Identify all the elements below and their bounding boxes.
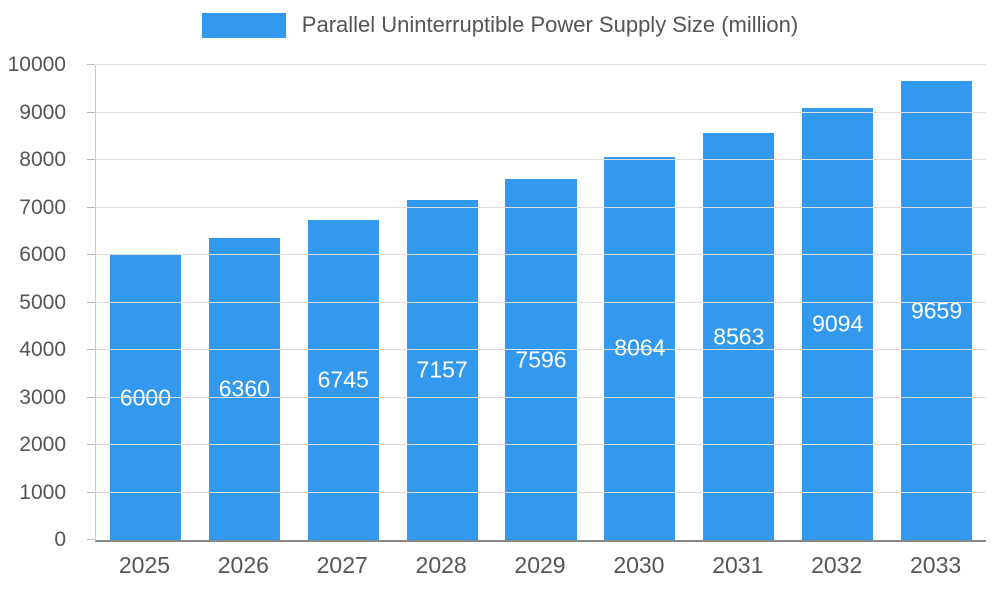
legend: Parallel Uninterruptible Power Supply Si… (0, 12, 1000, 38)
bar-2032: 9094 (802, 108, 874, 540)
x-tick-label: 2033 (909, 552, 962, 578)
bar-2029: 7596 (505, 179, 577, 540)
gridline (96, 396, 986, 398)
bar-2026: 6360 (208, 237, 280, 540)
y-tick-label: 2000 (19, 433, 66, 456)
y-tick-mark (87, 444, 95, 445)
x-tick-label: 2031 (712, 552, 764, 578)
x-tick-label: 2028 (415, 552, 467, 578)
bar-value-label: 8064 (614, 334, 666, 361)
bar-2025: 6000 (109, 255, 182, 540)
y-tick-label: 10000 (7, 53, 66, 76)
x-tick-label: 2030 (613, 552, 665, 578)
y-tick-mark (87, 301, 95, 303)
y-tick-mark (87, 349, 95, 350)
gridline (96, 254, 986, 255)
gridline (96, 444, 986, 445)
bar-value-label: 7157 (416, 356, 468, 383)
bar-2030: 8064 (604, 156, 676, 540)
y-tick-mark (87, 64, 95, 65)
bar-slot: 6745 (294, 65, 393, 540)
bar-slot: 8064 (590, 65, 689, 540)
plot-area: 6000 6360 6745 7157 7596 8064 8563 9094 9659 (87, 64, 986, 542)
bars-container: 6000 6360 6745 7157 7596 8064 8563 9094 9659 (96, 65, 986, 540)
y-tick-mark (87, 206, 95, 208)
y-tick-mark (87, 539, 95, 540)
bar-2033: 9659 (900, 81, 973, 540)
y-tick-label: 7000 (19, 195, 66, 219)
y-tick-label: 9000 (19, 100, 66, 124)
y-tick-label: 5000 (19, 290, 66, 314)
y-tick-label: 4000 (19, 338, 66, 361)
y-tick-label: 0 (54, 528, 66, 551)
bar-value-label: 9659 (910, 297, 963, 324)
bar-2031: 8563 (703, 133, 775, 540)
bar-value-label: 6745 (317, 366, 369, 393)
bar-slot: 9659 (887, 65, 986, 540)
x-tick-label: 2032 (811, 552, 863, 578)
gridline (96, 159, 986, 160)
gridline (96, 491, 986, 493)
gridline (96, 349, 986, 350)
bar-slot: 7596 (492, 65, 591, 540)
bar-value-label: 9094 (812, 310, 864, 337)
y-tick-label: 3000 (19, 385, 66, 409)
y-axis-labels: 0 1000 2000 3000 4000 5000 6000 7000 8000 9000 100… (0, 53, 80, 551)
bar-slot: 9094 (788, 65, 887, 540)
bar-slot: 6360 (195, 65, 294, 540)
gridline (96, 301, 986, 303)
y-tick-mark (87, 111, 95, 113)
y-tick-label: 6000 (19, 243, 66, 266)
bar-value-label: 8563 (713, 323, 765, 350)
bar-2027: 6745 (307, 219, 379, 540)
x-tick-label: 2025 (118, 552, 171, 578)
bar-slot: 7157 (393, 65, 492, 540)
y-tick-mark (87, 254, 95, 255)
y-tick-mark (87, 159, 95, 160)
y-tick-label: 1000 (19, 480, 66, 504)
bar-value-label: 6360 (218, 375, 270, 402)
gridline (96, 64, 986, 65)
bar-slot: 6000 (96, 65, 195, 540)
bar-2028: 7157 (406, 200, 478, 540)
bar-slot: 8563 (689, 65, 788, 540)
y-tick-mark (87, 396, 95, 398)
gridline (96, 111, 986, 113)
x-tick-label: 2027 (316, 552, 368, 578)
x-axis-labels: 2025 2026 2027 2028 2029 2030 2031 2032 2033 (95, 552, 985, 579)
gridline (96, 206, 986, 208)
legend-swatch (201, 12, 286, 38)
chart-title: Parallel Uninterruptible Power Supply Si… (301, 12, 799, 37)
x-tick-label: 2026 (217, 552, 269, 578)
bar-value-label: 6000 (119, 384, 172, 410)
y-tick-mark (87, 491, 95, 493)
x-tick-label: 2029 (514, 552, 566, 578)
bar-value-label: 7596 (515, 346, 567, 373)
y-tick-label: 8000 (19, 148, 66, 171)
